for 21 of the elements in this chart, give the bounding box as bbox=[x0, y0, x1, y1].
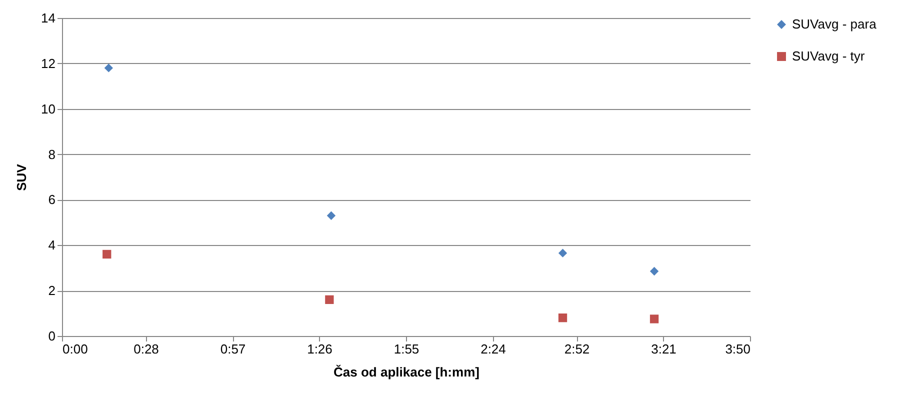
y-tick-label: 6 bbox=[48, 192, 56, 208]
y-tick-label: 8 bbox=[48, 146, 56, 162]
y-tick-label: 10 bbox=[41, 101, 56, 116]
y-tick-label: 0 bbox=[48, 328, 56, 344]
x-tick-label: 0:57 bbox=[220, 342, 246, 356]
legend-label: SUVavg - para bbox=[792, 16, 878, 32]
x-axis-title: Čas od aplikace [h:mm] bbox=[334, 364, 480, 380]
x-tick-label: 3:50 bbox=[725, 342, 750, 356]
x-tick-label: 0:28 bbox=[134, 342, 159, 356]
y-tick-label: 12 bbox=[41, 56, 56, 71]
x-tick-label: 1:26 bbox=[307, 342, 332, 356]
x-tick-label: 3:21 bbox=[651, 342, 676, 356]
x-tick-label: 2:24 bbox=[480, 342, 506, 356]
x-tick-label: 0:00 bbox=[62, 342, 88, 356]
y-tick-label: 4 bbox=[48, 238, 56, 253]
x-tick-label: 1:55 bbox=[394, 342, 420, 356]
y-tick-label: 14 bbox=[41, 10, 56, 26]
x-tick-label: 2:52 bbox=[564, 342, 590, 356]
legend-label: SUVavg - tyr bbox=[792, 48, 866, 64]
y-tick-label: 2 bbox=[48, 283, 56, 298]
y-axis-title: SUV bbox=[14, 164, 30, 191]
